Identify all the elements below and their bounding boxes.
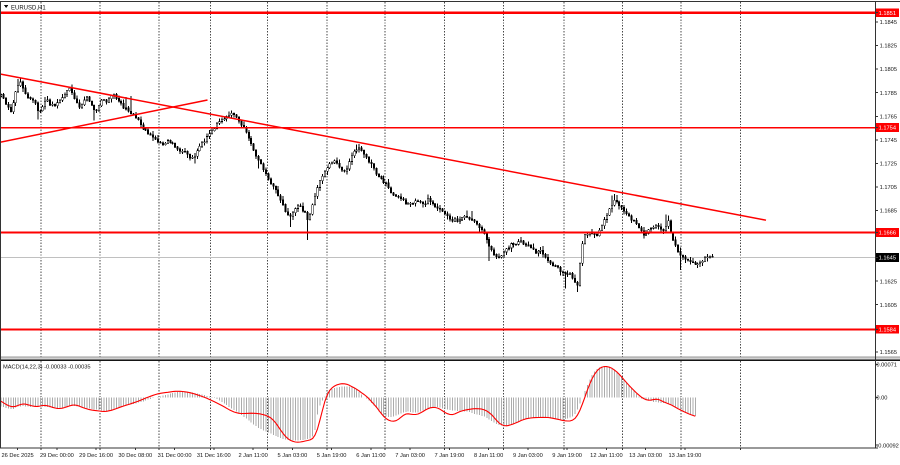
svg-text:1.1785: 1.1785	[880, 91, 897, 97]
svg-text:8 Jan 11:00: 8 Jan 11:00	[474, 453, 503, 459]
svg-text:1.1745: 1.1745	[880, 138, 897, 144]
svg-text:MACD(14,22,3) -0.00033 -0.0003: MACD(14,22,3) -0.00033 -0.00035	[3, 365, 91, 371]
svg-text:1.1705: 1.1705	[880, 185, 897, 191]
svg-text:1.1645: 1.1645	[879, 256, 896, 262]
svg-text:1.1584: 1.1584	[879, 327, 896, 333]
svg-text:1.1625: 1.1625	[880, 279, 897, 285]
svg-text:1.1845: 1.1845	[880, 20, 897, 26]
svg-text:1.1805: 1.1805	[880, 67, 897, 73]
svg-text:1.1765: 1.1765	[880, 114, 897, 120]
svg-text:5 Jan 19:00: 5 Jan 19:00	[317, 453, 347, 459]
svg-text:1.1666: 1.1666	[879, 231, 896, 237]
svg-text:1.1605: 1.1605	[880, 303, 897, 309]
svg-text:9 Jan 03:00: 9 Jan 03:00	[513, 453, 543, 459]
svg-text:7 Jan 03:00: 7 Jan 03:00	[395, 453, 425, 459]
svg-text:1.1725: 1.1725	[880, 162, 897, 168]
svg-text:1.1754: 1.1754	[879, 126, 896, 132]
svg-text:0.00071: 0.00071	[876, 362, 897, 368]
svg-text:12 Jan 11:00: 12 Jan 11:00	[590, 453, 622, 459]
svg-text:26 Dec 2025: 26 Dec 2025	[1, 453, 33, 459]
svg-text:13 Jan 03:00: 13 Jan 03:00	[629, 453, 662, 459]
svg-text:7 Jan 19:00: 7 Jan 19:00	[435, 453, 465, 459]
svg-text:29 Dec 16:00: 29 Dec 16:00	[79, 453, 113, 459]
svg-text:0.00: 0.00	[876, 396, 887, 402]
svg-text:EURUSD,H1: EURUSD,H1	[11, 5, 46, 11]
svg-text:29 Dec 00:00: 29 Dec 00:00	[40, 453, 74, 459]
svg-text:30 Dec 08:00: 30 Dec 08:00	[118, 453, 152, 459]
svg-text:13 Jan 19:00: 13 Jan 19:00	[668, 453, 701, 459]
svg-text:-0.00092: -0.00092	[876, 443, 898, 449]
svg-text:31 Dec 16:00: 31 Dec 16:00	[197, 453, 231, 459]
svg-text:1.1851: 1.1851	[879, 11, 896, 17]
svg-text:1.1825: 1.1825	[880, 44, 897, 50]
svg-text:9 Jan 19:00: 9 Jan 19:00	[552, 453, 582, 459]
svg-text:1.1685: 1.1685	[880, 209, 897, 215]
svg-text:31 Dec 00:00: 31 Dec 00:00	[158, 453, 192, 459]
svg-text:1.1565: 1.1565	[880, 350, 897, 356]
svg-text:6 Jan 11:00: 6 Jan 11:00	[356, 453, 385, 459]
svg-text:2 Jan 11:00: 2 Jan 11:00	[238, 453, 267, 459]
svg-text:5 Jan 03:00: 5 Jan 03:00	[278, 453, 308, 459]
